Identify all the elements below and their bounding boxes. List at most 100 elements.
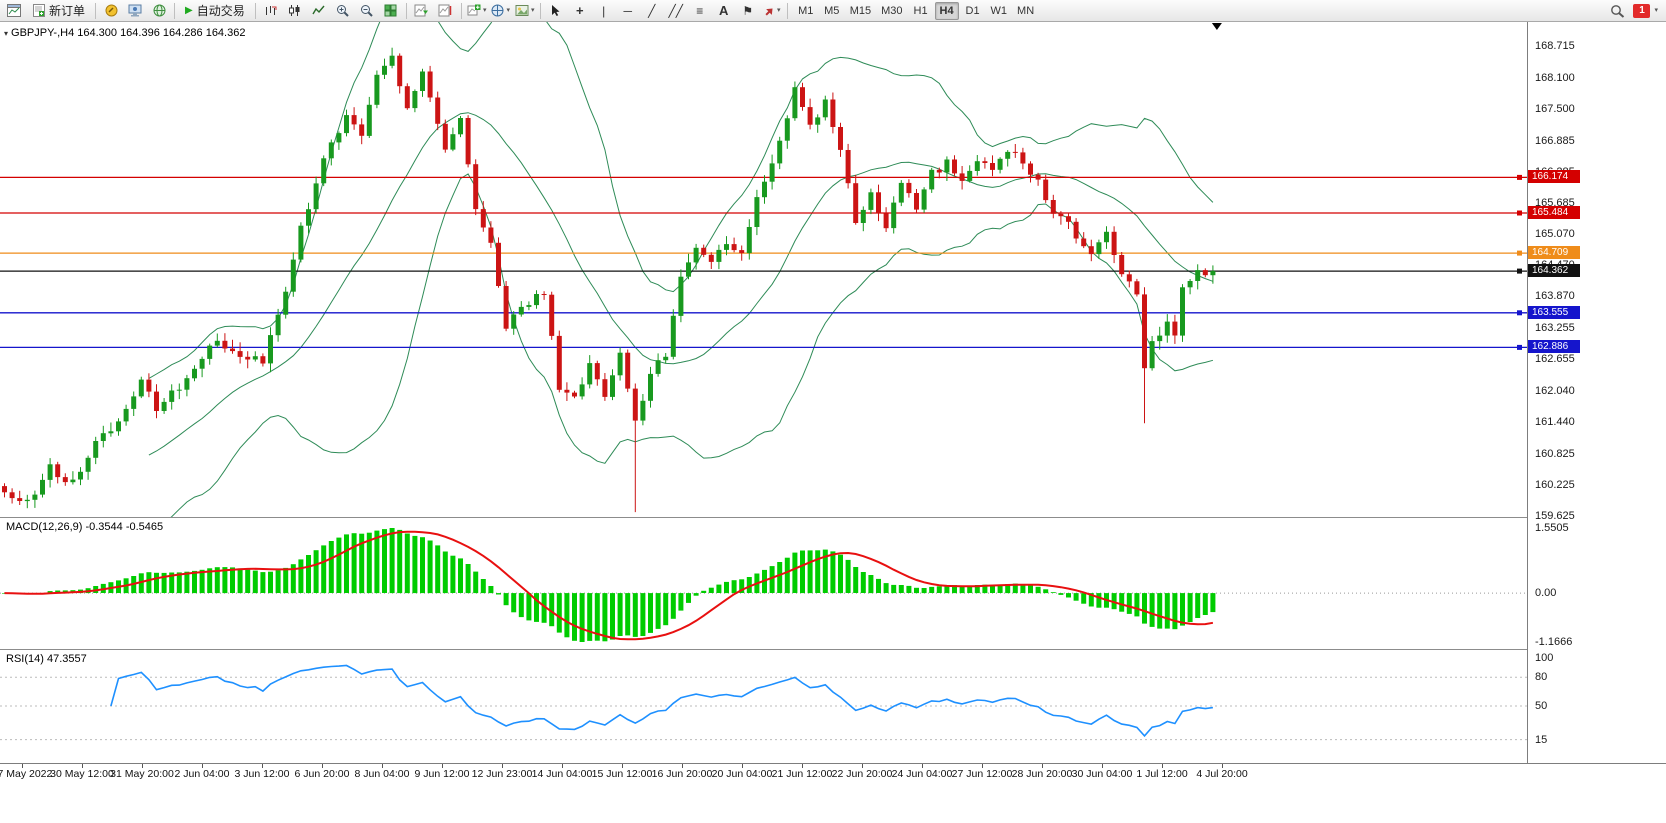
timeframe-H4-button[interactable]: H4 [934,1,959,20]
time-tick [82,764,83,768]
time-label: 3 Jun 12:00 [234,768,290,780]
channel-tool-button[interactable]: ╱╱ [665,1,687,21]
time-label: 8 Jun 04:00 [354,768,410,780]
time-label: 6 Jun 20:00 [294,768,350,780]
time-tick [502,764,503,768]
price-level-badge: 162.886 [1528,340,1580,353]
vline-icon: | [602,3,606,18]
rsi-axis-tick: 100 [1535,652,1554,664]
horizontal-line-tool-button[interactable]: ─ [617,1,639,21]
timeframe-W1-button[interactable]: W1 [987,2,1012,20]
cursor-icon [552,5,560,16]
bar-chart-mode-button[interactable] [260,1,282,21]
time-tick [202,764,203,768]
crosshair-icon: + [575,3,584,18]
label-tool-icon: ⚑ [742,3,754,18]
timeframe-M5-button[interactable]: M5 [820,2,844,20]
new-chart-icon [467,4,481,16]
tile-windows-icon [384,4,397,17]
tile-windows-button[interactable] [380,1,402,21]
symbol-dropdown-icon[interactable]: ▾ [4,29,9,38]
line-chart-mode-button[interactable] [308,1,330,21]
arrow-shape-icon [765,7,773,17]
autotrading-button[interactable]: ▶ 自动交易 [178,2,252,20]
text-tool-button[interactable]: A [713,1,735,21]
main-toolbar: 新订单 ▶ 自动交易 ▾ ▾ [0,0,1666,22]
timeframe-MN-button[interactable]: MN [1013,2,1038,20]
price-tick: 167.500 [1535,103,1575,115]
timeframe-H1-button[interactable]: H1 [909,2,933,20]
zoom-in-icon [336,5,349,17]
time-tick [1102,764,1103,768]
fibonacci-icon: ≡ [696,3,704,18]
trendline-tool-button[interactable]: ╱ [641,1,663,21]
templates-icon [515,5,529,16]
timeframe-M1-button[interactable]: M1 [794,2,818,20]
search-button[interactable] [1606,1,1628,21]
auto-scroll-icon [414,4,429,17]
time-tick [562,764,563,768]
price-level-badge: 165.484 [1528,206,1580,219]
time-tick [742,764,743,768]
notifications-button[interactable]: 1 ▾ [1633,3,1658,18]
chart-window-icon[interactable] [3,1,25,21]
time-tick [922,764,923,768]
profiles-button[interactable]: ▾ [490,1,512,21]
time-label: 31 May 20:00 [110,768,174,780]
chart-symbol-label: ▾ GBPJPY-,H4 164.300 164.396 164.286 164.… [4,27,245,39]
strategy-tester-button[interactable] [124,1,146,21]
new-order-button[interactable]: 新订单 [26,2,92,20]
auto-scroll-button[interactable] [411,1,433,21]
price-tick: 160.225 [1535,479,1575,491]
time-tick [262,764,263,768]
time-label: 1 Jul 12:00 [1136,768,1188,780]
price-level-badge: 166.174 [1528,170,1580,183]
timeframe-M15-button[interactable]: M15 [846,2,875,20]
zoom-out-button[interactable] [356,1,378,21]
time-label: 21 Jun 12:00 [771,768,833,780]
cursor-tool-button[interactable] [545,1,567,21]
zoom-in-button[interactable] [332,1,354,21]
time-tick [442,764,443,768]
chart-shift-button[interactable] [435,1,457,21]
metaeditor-button[interactable] [100,1,122,21]
strategy-tester-icon [128,4,142,17]
macd-indicator-pane[interactable] [0,518,1527,649]
notification-count-badge: 1 [1633,3,1651,18]
rsi-label: RSI(14) 47.3557 [6,653,87,665]
timeframe-D1-button[interactable]: D1 [961,2,985,20]
main-price-chart[interactable] [0,22,1527,517]
line-chart-icon [312,5,325,15]
pane-separator-main-macd[interactable] [0,517,1666,518]
time-label: 15 Jun 12:00 [591,768,653,780]
chart-shift-icon [438,4,452,17]
timeframe-M30-button[interactable]: M30 [877,2,906,20]
candlestick-mode-button[interactable] [284,1,306,21]
price-axis[interactable]: 168.715168.100167.500166.885166.285165.6… [1527,22,1666,763]
new-chart-button[interactable]: ▾ [466,1,488,21]
pane-separator-macd-rsi[interactable] [0,649,1666,650]
vertical-line-tool-button[interactable]: | [593,1,615,21]
community-button[interactable] [148,1,170,21]
time-label: 24 Jun 04:00 [891,768,953,780]
rsi-indicator-pane[interactable] [0,650,1527,762]
label-tool-button[interactable]: ⚑ [737,1,759,21]
toolbar-separator [539,2,541,19]
bar-chart-icon [266,6,277,15]
price-tick: 168.100 [1535,72,1575,84]
toolbar-separator [174,2,176,19]
time-tick [682,764,683,768]
toolbar-separator [786,2,788,19]
crosshair-tool-button[interactable]: + [569,1,591,21]
time-tick [1042,764,1043,768]
time-tick [22,764,23,768]
notifications-caret-icon: ▾ [1654,7,1658,14]
fibonacci-tool-button[interactable]: ≡ [689,1,711,21]
autotrading-label: 自动交易 [196,4,245,18]
arrows-tool-button[interactable]: ▾ [761,1,783,21]
price-tick: 162.655 [1535,353,1575,365]
time-label: 30 Jun 04:00 [1071,768,1133,780]
templates-button[interactable]: ▾ [514,1,536,21]
profiles-caret-icon: ▾ [506,7,510,14]
